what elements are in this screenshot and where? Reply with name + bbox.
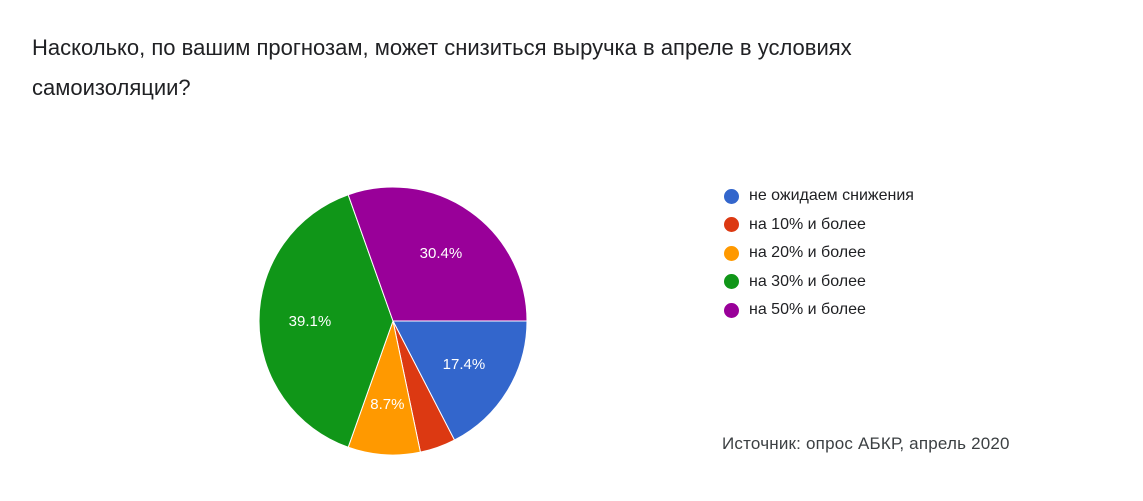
- legend-swatch-icon: [724, 274, 739, 290]
- legend-label: на 50% и более: [749, 301, 866, 319]
- pie-data-label-1: 17.4%: [443, 356, 486, 373]
- legend-item-2: на 10% и более: [724, 211, 914, 240]
- legend-item-4: на 30% и более: [724, 268, 914, 297]
- legend-label: на 10% и более: [749, 215, 866, 233]
- pie-data-label-4: 39.1%: [289, 313, 332, 330]
- legend-swatch-icon: [724, 302, 739, 318]
- source-note: Источник: опрос АБКР, апрель 2020: [722, 434, 1010, 453]
- legend-label: на 20% и более: [749, 244, 866, 262]
- pie-slice-4: [258, 194, 394, 448]
- chart-title: Насколько, по вашим прогнозам, может сни…: [32, 35, 852, 100]
- legend-swatch-icon: [724, 217, 739, 233]
- legend-label: на 30% и более: [749, 272, 866, 290]
- pie-slice-5: [347, 186, 528, 322]
- legend-swatch-icon: [724, 245, 739, 261]
- chart-legend: не ожидаем снижения на 10% и более на 20% …: [724, 182, 914, 325]
- pie-data-label-3: 8.7%: [370, 396, 404, 413]
- pie-data-label-5: 30.4%: [420, 245, 463, 262]
- legend-item-3: на 20% и более: [724, 239, 914, 268]
- legend-label: не ожидаем снижения: [749, 187, 914, 205]
- pie-slice-1: [392, 320, 528, 441]
- legend-item-5: на 50% и более: [724, 296, 914, 325]
- legend-item-1: не ожидаем снижения: [724, 182, 914, 211]
- legend-swatch-icon: [724, 188, 739, 204]
